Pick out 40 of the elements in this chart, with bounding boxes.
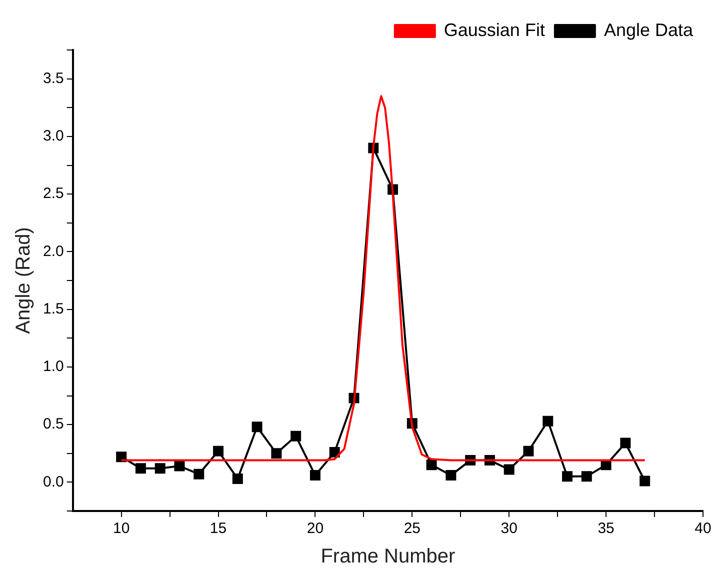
x-tick-label: 10 <box>112 520 130 538</box>
x-axis-title: Frame Number <box>320 546 456 568</box>
y-tick-label: 1.5 <box>42 300 64 318</box>
point <box>504 464 514 475</box>
point <box>154 463 166 474</box>
point <box>310 470 320 481</box>
point <box>426 460 437 470</box>
point <box>252 422 262 432</box>
point <box>446 470 456 481</box>
point <box>135 463 146 474</box>
point <box>542 416 554 426</box>
point <box>232 473 243 484</box>
x-tick-label: 15 <box>210 520 227 538</box>
point <box>116 452 127 462</box>
y-tick-label: 2.0 <box>42 242 64 260</box>
x-tick-label: 40 <box>694 520 712 538</box>
point <box>581 471 592 482</box>
point <box>640 476 650 486</box>
y-tick-label: 3.5 <box>42 70 64 87</box>
point <box>523 446 534 456</box>
legend-label: Gaussian Fit <box>444 20 545 40</box>
x-tick-label: 30 <box>500 520 518 538</box>
point <box>620 438 631 448</box>
y-axis-title: Angle (Rad) <box>12 227 35 334</box>
x-tick-label: 25 <box>404 520 421 538</box>
y-tick-label: 2.5 <box>42 185 64 202</box>
point <box>174 460 185 472</box>
text: 0.0 <box>42 473 64 490</box>
legend-label: Angle Data <box>604 20 694 40</box>
point <box>329 446 340 458</box>
y-tick-label: 3.0 <box>42 128 64 145</box>
y-tick-label: 0.5 <box>42 416 64 433</box>
point <box>213 446 224 456</box>
point <box>562 471 573 482</box>
x-tick-label: 35 <box>598 520 614 538</box>
point <box>271 448 282 459</box>
point <box>290 430 302 442</box>
y-tick-label: 1.0 <box>42 358 64 376</box>
point <box>194 468 204 480</box>
x-tick-label: 20 <box>306 520 324 538</box>
